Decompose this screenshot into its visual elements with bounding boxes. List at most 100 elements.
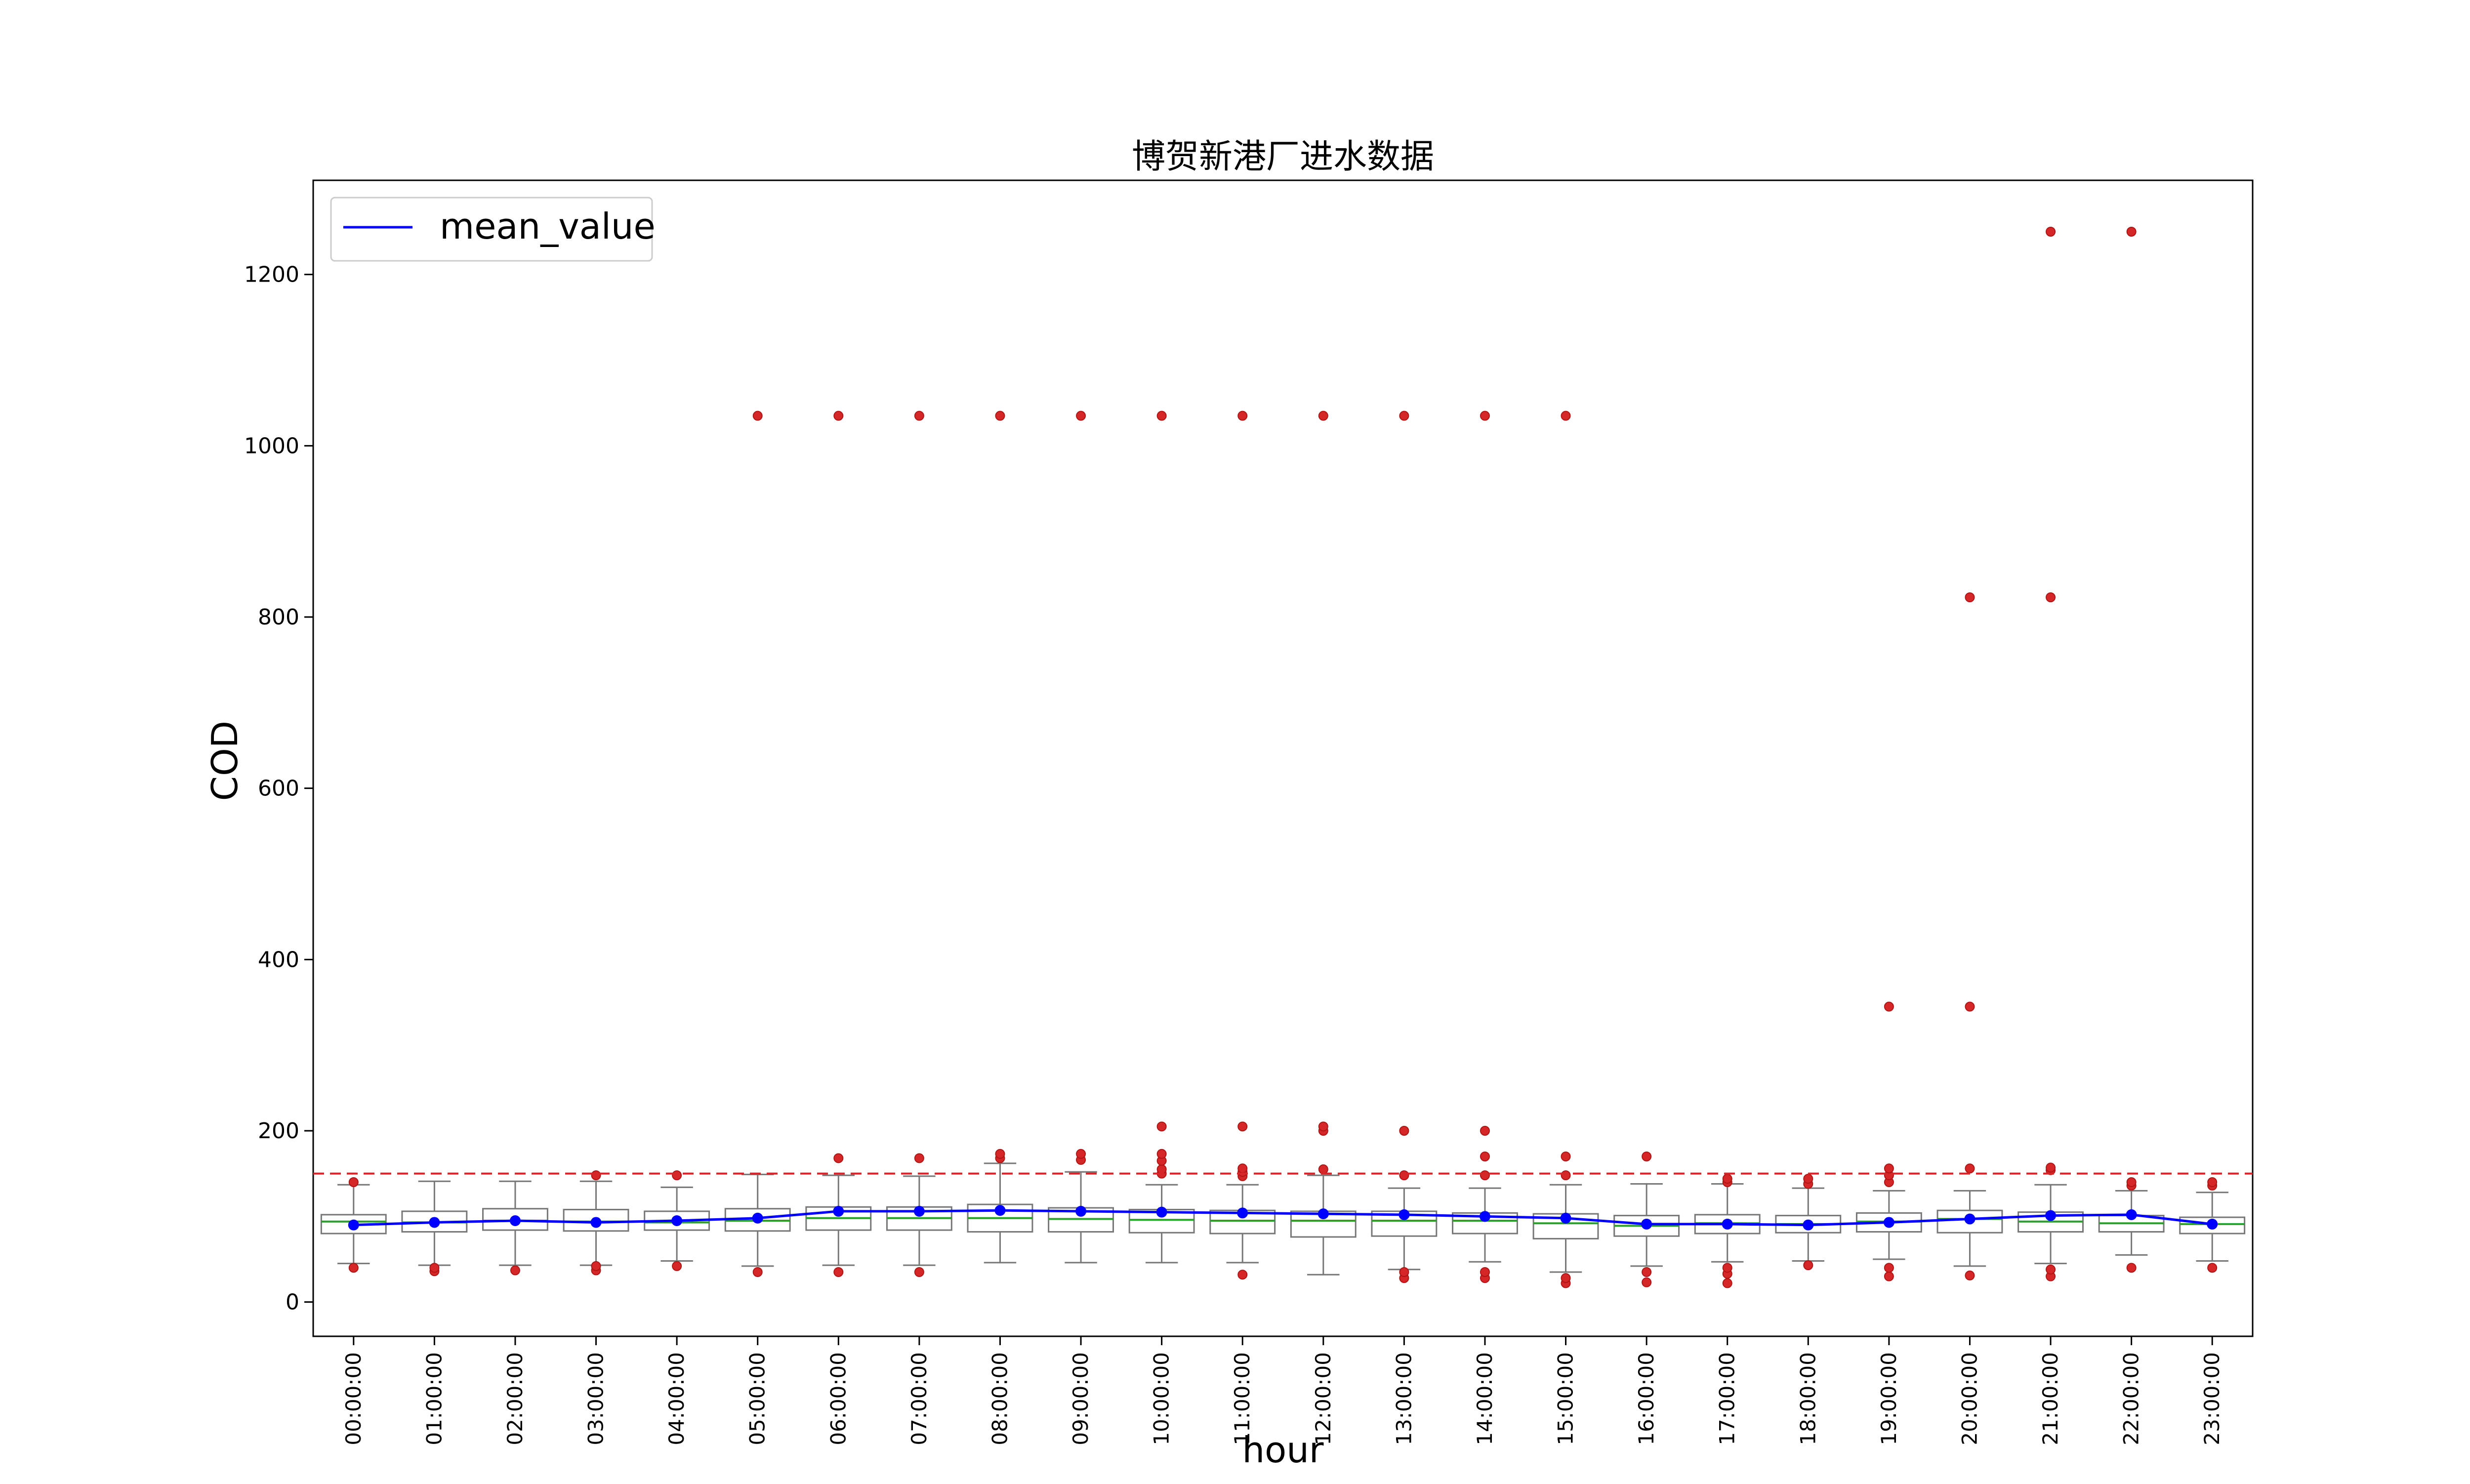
- mean-value-point: [1237, 1207, 1248, 1219]
- x-tick-label: 21:00:00: [2038, 1352, 2062, 1445]
- x-tick-label: 05:00:00: [745, 1352, 770, 1445]
- outlier-point: [1156, 1121, 1167, 1132]
- outlier-point: [1480, 411, 1490, 421]
- outlier-point: [752, 411, 763, 421]
- mean-value-point: [1156, 1206, 1167, 1218]
- chart-title: 博贺新港厂进水数据: [1132, 137, 1434, 176]
- outlier-point: [1803, 1174, 1813, 1184]
- outlier-point: [348, 1177, 359, 1187]
- plot-area-frame: [312, 179, 2254, 1337]
- x-tick-label: 00:00:00: [341, 1352, 366, 1445]
- outlier-point: [1237, 411, 1248, 421]
- x-tick-label: 16:00:00: [1634, 1352, 1658, 1445]
- x-tick-label: 04:00:00: [664, 1352, 689, 1445]
- mean-value-point: [2207, 1218, 2218, 1230]
- mean-value-point: [1964, 1213, 1976, 1225]
- mean-value-point: [833, 1205, 844, 1217]
- outlier-point: [1318, 1164, 1328, 1174]
- x-tick-label: 14:00:00: [1473, 1352, 1497, 1445]
- outlier-point: [429, 1263, 440, 1273]
- outlier-point: [1156, 1149, 1167, 1159]
- mean-value-point: [509, 1215, 521, 1226]
- x-tick-label: 19:00:00: [1877, 1352, 1901, 1445]
- x-tick-label: 12:00:00: [1311, 1352, 1335, 1445]
- mean-value-point: [1479, 1211, 1490, 1222]
- outlier-point: [1642, 1152, 1652, 1161]
- outlier-point: [2126, 227, 2137, 237]
- x-tick-label: 10:00:00: [1150, 1352, 1174, 1445]
- y-tick-label: 800: [258, 605, 299, 630]
- mean-value-point: [913, 1205, 925, 1217]
- mean-value-point: [1722, 1218, 1733, 1230]
- outlier-point: [833, 1153, 844, 1163]
- mean-value-point: [590, 1217, 602, 1228]
- mean-value-line: [353, 1209, 2213, 1227]
- outlier-point: [995, 411, 1005, 421]
- outlier-point: [1237, 1163, 1248, 1174]
- outlier-point: [2126, 1177, 2137, 1187]
- outlier-point: [672, 1261, 682, 1271]
- outlier-point: [1561, 411, 1571, 421]
- outlier-point: [833, 411, 844, 421]
- mean-value-point: [1883, 1217, 1894, 1228]
- outlier-point: [1884, 1263, 1894, 1273]
- outlier-point: [2046, 1162, 2056, 1173]
- outlier-point: [1722, 1174, 1732, 1184]
- mean-value-point: [348, 1219, 359, 1231]
- outlier-point: [1722, 1263, 1732, 1273]
- outlier-point: [1561, 1170, 1571, 1181]
- outlier-point: [2046, 227, 2056, 237]
- y-tick-label: 400: [258, 947, 299, 972]
- mean-value-point: [1641, 1218, 1652, 1230]
- outlier-point: [510, 1265, 520, 1276]
- mean-value-point: [2126, 1209, 2137, 1220]
- y-tick-label: 1200: [244, 262, 299, 288]
- outlier-point: [2207, 1177, 2218, 1187]
- outlier-point: [1076, 1149, 1086, 1159]
- outlier-point: [1803, 1260, 1813, 1271]
- outlier-point: [833, 1267, 844, 1277]
- outlier-point: [1965, 1163, 1975, 1174]
- outlier-point: [1399, 1267, 1409, 1277]
- outlier-point: [914, 1153, 924, 1163]
- outlier-point: [591, 1261, 601, 1271]
- outlier-point: [752, 1267, 763, 1277]
- mean-value-point: [1075, 1205, 1087, 1217]
- mean-value-point: [2045, 1210, 2057, 1221]
- x-tick-label: 02:00:00: [503, 1352, 527, 1445]
- outlier-point: [2207, 1263, 2218, 1273]
- outlier-point: [1318, 1121, 1328, 1132]
- outlier-point: [1399, 1126, 1409, 1136]
- x-tick-label: 20:00:00: [1957, 1352, 1981, 1445]
- outlier-point: [1884, 1001, 1894, 1012]
- legend-label: mean_value: [440, 206, 656, 247]
- outlier-point: [2126, 1263, 2137, 1273]
- mean-value-point: [1399, 1209, 1410, 1220]
- outlier-point: [1965, 1270, 1975, 1280]
- outlier-point: [914, 1267, 924, 1277]
- y-axis-label: COD: [204, 721, 246, 801]
- outlier-point: [1156, 411, 1167, 421]
- outlier-point: [1399, 1170, 1409, 1181]
- outlier-point: [1722, 1278, 1732, 1288]
- outlier-point: [1642, 1277, 1652, 1287]
- outlier-point: [1237, 1121, 1248, 1132]
- outlier-point: [1480, 1170, 1490, 1181]
- x-tick-label: 17:00:00: [1715, 1352, 1739, 1445]
- mean-value-point: [1803, 1219, 1814, 1231]
- outlier-point: [1318, 411, 1328, 421]
- outlier-point: [1884, 1163, 1894, 1174]
- mean-value-point: [1560, 1212, 1571, 1224]
- outlier-point: [1884, 1271, 1894, 1281]
- outlier-point: [1561, 1152, 1571, 1161]
- y-tick-label: 0: [286, 1290, 299, 1315]
- outlier-point: [1965, 592, 1975, 603]
- x-tick-label: 23:00:00: [2200, 1352, 2224, 1445]
- x-axis-label: hour: [1242, 1429, 1324, 1471]
- x-tick-label: 13:00:00: [1392, 1352, 1416, 1445]
- x-tick-label: 18:00:00: [1796, 1352, 1820, 1445]
- outlier-point: [1480, 1267, 1490, 1277]
- legend-box: [330, 197, 653, 262]
